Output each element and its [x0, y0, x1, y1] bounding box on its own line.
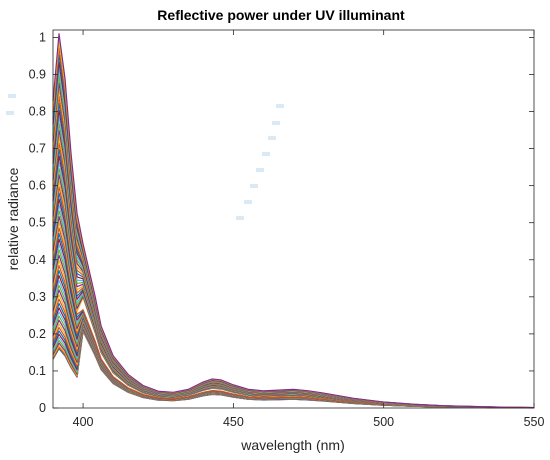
- faint-artifact: [262, 152, 270, 156]
- x-tick-label: 450: [223, 415, 244, 429]
- faint-artifact: [6, 111, 14, 115]
- y-axis-ticks: 0 0.1 0.2 0.3 0.4 0.5 0.6 0.7 0.8 0.9 1: [29, 30, 534, 415]
- y-tick-label: 0.1: [29, 364, 46, 378]
- y-tick-label: 0.7: [29, 142, 46, 156]
- faint-artifact: [8, 94, 16, 98]
- y-tick-label: 0.6: [29, 179, 46, 193]
- y-tick-label: 1: [39, 30, 46, 44]
- plot-frame: [52, 29, 535, 409]
- x-tick-label: 500: [373, 415, 394, 429]
- faint-artifact: [276, 104, 284, 108]
- y-tick-label: 0.8: [29, 105, 46, 119]
- x-axis-label: wavelength (nm): [240, 437, 345, 453]
- chart-title: Reflective power under UV illuminant: [157, 7, 405, 23]
- y-tick-label: 0.2: [29, 327, 46, 341]
- series-line: [52, 33, 535, 409]
- data-series: [52, 33, 535, 409]
- y-tick-label: 0.5: [29, 216, 46, 230]
- y-tick-label: 0.9: [29, 67, 46, 81]
- y-tick-label: 0.4: [29, 253, 46, 267]
- y-axis-label: relative radiance: [5, 167, 21, 270]
- faint-artifacts: [6, 94, 284, 220]
- faint-artifact: [272, 121, 280, 125]
- faint-artifact: [236, 216, 244, 220]
- x-tick-label: 400: [73, 415, 94, 429]
- x-axis-ticks: 400 450 500 550: [73, 30, 545, 429]
- faint-artifact: [244, 200, 252, 204]
- plot-area: [53, 30, 534, 408]
- faint-artifact: [268, 136, 276, 140]
- x-tick-label: 550: [524, 415, 545, 429]
- y-tick-label: 0: [39, 401, 46, 415]
- faint-artifact: [250, 184, 258, 188]
- faint-artifact: [256, 168, 264, 172]
- y-tick-label: 0.3: [29, 290, 46, 304]
